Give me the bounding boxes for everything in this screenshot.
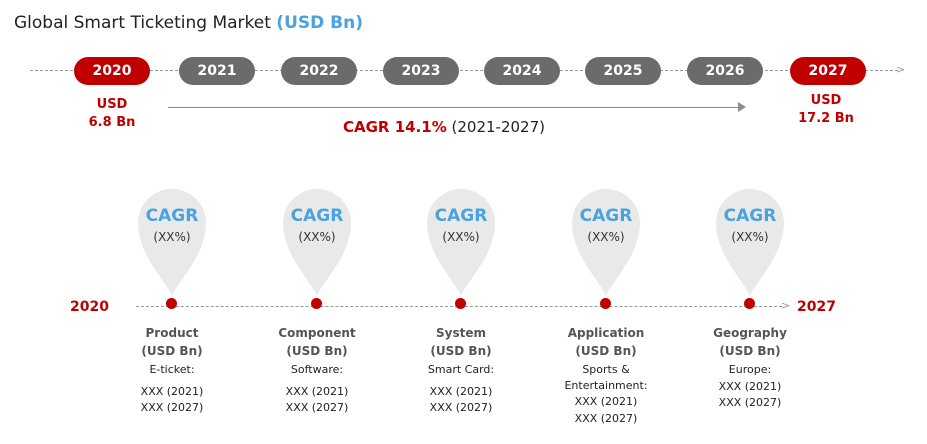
cagr-summary: CAGR 14.1% (2021-2027) [343,118,545,136]
cagr-marker-product: CAGR (XX%) [132,183,212,298]
segment-dot-geography [744,298,755,309]
segment-timeline-arrow-icon: > [781,299,791,312]
marker-title: CAGR [145,206,199,226]
marker-title: CAGR [579,206,633,226]
segment-detail: Software: [290,363,344,376]
map-pin-icon [572,188,640,296]
start-value-currency: USD [96,97,128,112]
year-pill-2021: 2021 [179,57,255,85]
cagr-value: CAGR 14.1% [343,118,447,136]
segment-dot-system [455,298,466,309]
year-pill-2020: 2020 [74,57,150,85]
segment-geography: Geography (USD Bn) Europe: XXX (2021) XX… [675,324,825,411]
end-market-value: USD 17.2 Bn [786,92,866,128]
year-pill-2022: 2022 [281,57,357,85]
segment-unit: (USD Bn) [141,344,203,358]
end-value-currency: USD [810,93,842,108]
map-pin-icon [716,188,784,296]
segment-value-2027: XXX (2027) [429,401,493,414]
segment-name: Component [278,326,356,340]
segment-dot-application [600,298,611,309]
page-title: Global Smart Ticketing Market (USD Bn) [14,13,363,33]
segment-value-2021: XXX (2021) [429,385,493,398]
marker-value: (XX%) [587,230,625,244]
year-pill-2024: 2024 [484,57,560,85]
map-pin-icon [138,188,206,296]
cagr-marker-geography: CAGR (XX%) [710,183,790,298]
segment-value-2027: XXX (2027) [140,401,204,414]
marker-value: (XX%) [442,230,480,244]
marker-value: (XX%) [153,230,191,244]
marker-value: (XX%) [731,230,769,244]
segment-unit: (USD Bn) [286,344,348,358]
start-market-value: USD 6.8 Bn [72,96,152,132]
cagr-period: (2021-2027) [451,118,545,136]
end-value-amount: 17.2 Bn [798,111,854,126]
segment-value-2027: XXX (2027) [718,396,782,409]
segment-dot-product [166,298,177,309]
segment-dot-component [311,298,322,309]
title-unit: (USD Bn) [276,13,363,33]
marker-title: CAGR [723,206,777,226]
marker-title: CAGR [290,206,344,226]
segment-detail: Smart Card: [427,363,495,376]
segment-start-year: 2020 [70,299,109,315]
segment-detail: Sports & Entertainment: XXX (2021) [564,363,648,408]
segment-name: Application [567,326,645,340]
segment-detail: Europe: [728,363,772,376]
segment-component: Component (USD Bn) Software: XXX (2021) … [242,324,392,416]
start-value-amount: 6.8 Bn [88,115,136,130]
segment-value-2021: XXX (2021) [140,385,204,398]
segment-application: Application (USD Bn) Sports & Entertainm… [531,324,681,427]
segment-end-year: 2027 [797,299,836,315]
segment-product: Product (USD Bn) E-ticket: XXX (2021) XX… [97,324,247,416]
marker-title: CAGR [434,206,488,226]
cagr-marker-component: CAGR (XX%) [277,183,357,298]
cagr-arrow-head-icon [738,102,746,112]
cagr-marker-application: CAGR (XX%) [566,183,646,298]
segment-name: Geography [713,326,787,340]
year-pill-2023: 2023 [383,57,459,85]
map-pin-icon [283,188,351,296]
segment-unit: (USD Bn) [719,344,781,358]
segment-value-2021: XXX (2021) [285,385,349,398]
map-pin-icon [427,188,495,296]
segment-value-2021: XXX (2021) [718,380,782,393]
year-pill-2027: 2027 [790,57,866,85]
title-main: Global Smart Ticketing Market [14,13,271,33]
segment-name: Product [145,326,199,340]
cagr-marker-system: CAGR (XX%) [421,183,501,298]
segment-unit: (USD Bn) [575,344,637,358]
segment-unit: (USD Bn) [430,344,492,358]
segment-value-2027: XXX (2027) [285,401,349,414]
segment-name: System [436,326,486,340]
marker-value: (XX%) [298,230,336,244]
segment-detail: E-ticket: [149,363,195,376]
year-timeline-line [30,70,898,71]
year-pill-2026: 2026 [687,57,763,85]
year-pill-2025: 2025 [585,57,661,85]
segment-system: System (USD Bn) Smart Card: XXX (2021) X… [386,324,536,416]
segment-value-2027: XXX (2027) [574,412,638,425]
cagr-arrow-line [168,107,743,108]
timeline-arrow-icon: > [896,63,906,76]
